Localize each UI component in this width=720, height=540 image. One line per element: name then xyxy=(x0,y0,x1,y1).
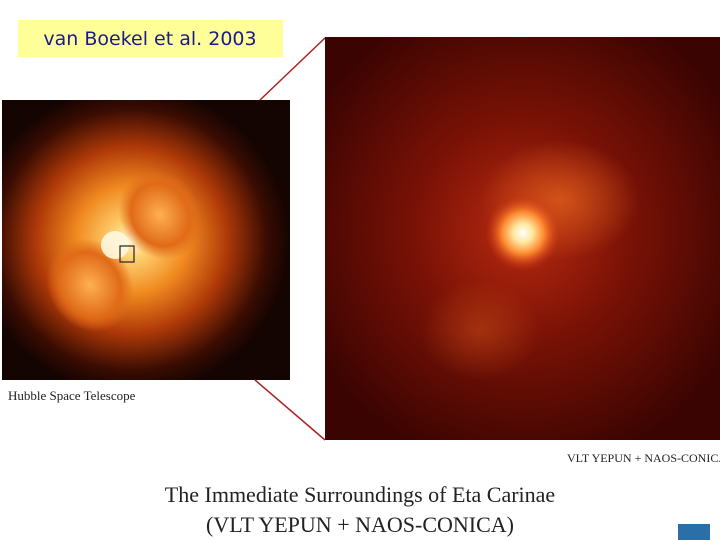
zoom-line xyxy=(254,379,326,441)
right-caption: VLT YEPUN + NAOS-CONICA xyxy=(567,451,720,465)
vlt-image xyxy=(325,37,720,440)
label: van Boekel et al. 2003 xyxy=(43,28,256,50)
hubble-image xyxy=(2,100,290,380)
zoom-line xyxy=(259,37,326,101)
logo xyxy=(678,524,710,540)
title-line: (VLT YEPUN + NAOS-CONICA) xyxy=(206,512,514,537)
title-line: The Immediate Surroundings of Eta Carina… xyxy=(165,482,555,507)
left-caption: Hubble Space Telescope xyxy=(8,388,136,403)
zoom-box xyxy=(119,245,135,263)
label-box xyxy=(18,20,283,57)
